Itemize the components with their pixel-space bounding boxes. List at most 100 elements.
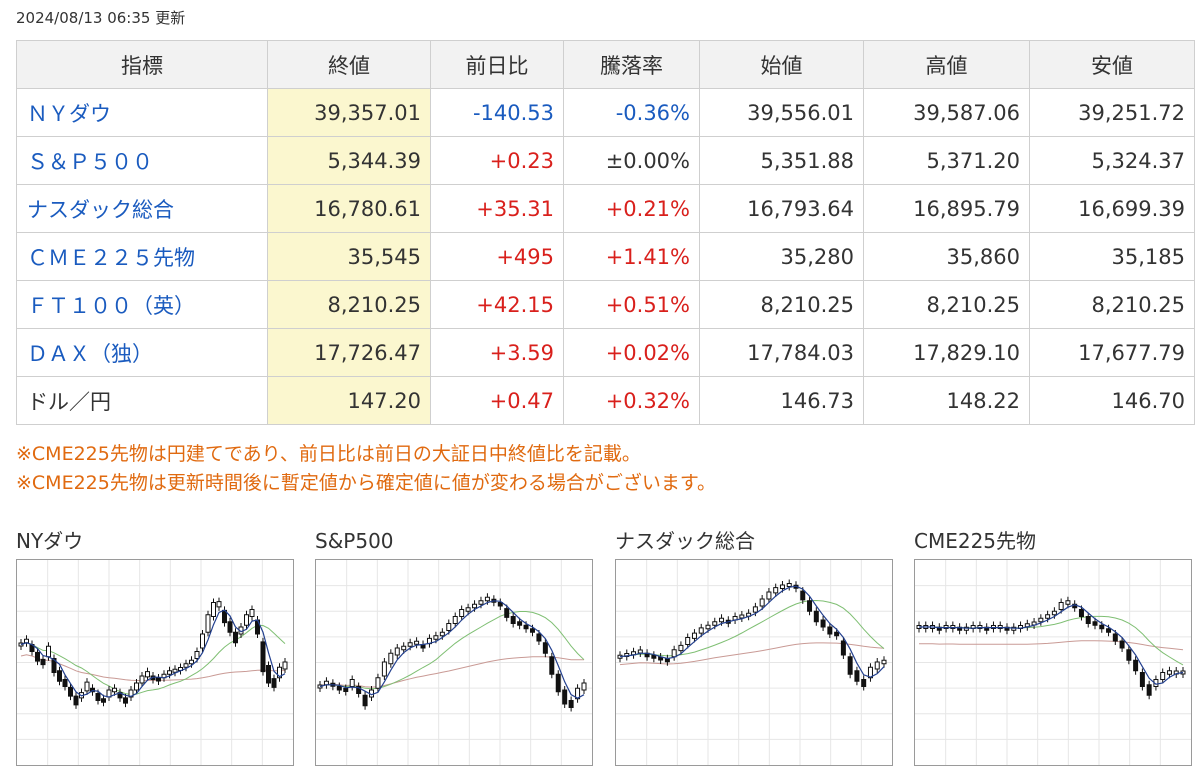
indicator-name[interactable]: ＣＭＥ２２５先物 <box>16 232 268 281</box>
indicator-name[interactable]: ＦＴ１００（英） <box>16 280 268 329</box>
candle-body <box>407 642 413 647</box>
candle-body <box>233 631 238 644</box>
updated-timestamp: 2024/08/13 06:35 更新 <box>16 9 186 27</box>
candle-body <box>1166 670 1172 675</box>
header-open: 始値 <box>699 40 864 89</box>
indicator-name[interactable]: ナスダック総合 <box>16 184 268 233</box>
candle-body <box>266 665 271 684</box>
chart-area <box>615 559 893 766</box>
indicator-name: ドル／円 <box>16 376 268 425</box>
candle-body <box>529 628 535 633</box>
table-row: Ｓ＆Ｐ５００ 5,344.39 +0.23 ±0.00% 5,351.88 5,371.2… <box>16 136 1195 185</box>
change-value: +495 <box>430 232 564 281</box>
candle-body <box>712 621 718 626</box>
candle-body <box>861 679 867 687</box>
candle-body <box>881 659 887 665</box>
close-value: 8,210.25 <box>267 280 431 329</box>
chart-svg <box>616 560 892 765</box>
candle-body <box>145 671 150 678</box>
candle-body <box>1085 616 1091 624</box>
candle-body <box>766 591 772 600</box>
candle-body <box>200 633 205 649</box>
mini-chart[interactable]: S&P500 <box>315 528 593 766</box>
close-value: 5,344.39 <box>267 136 431 185</box>
rate-value: -0.36% <box>563 88 700 137</box>
ma-short-line <box>619 585 885 678</box>
candle-body <box>1099 624 1105 630</box>
candle-body <box>536 633 542 642</box>
candle-body <box>1092 621 1098 626</box>
candle-body <box>51 658 57 673</box>
chart-svg <box>915 560 1191 765</box>
ma-mid-line <box>619 599 885 658</box>
candle-body <box>388 652 394 665</box>
candle-body <box>46 645 51 658</box>
candle-body <box>497 602 503 607</box>
candle-body <box>271 678 277 688</box>
candle-body <box>549 656 555 675</box>
candle-body <box>854 670 860 682</box>
low-value: 8,210.25 <box>1029 280 1195 329</box>
high-value: 8,210.25 <box>863 280 1030 329</box>
candle-body <box>73 695 79 706</box>
candle-body <box>84 681 90 692</box>
candle-body <box>40 658 46 666</box>
candle-body <box>820 619 826 628</box>
candle-body <box>779 584 785 589</box>
candle-body <box>568 700 574 708</box>
indicator-name[interactable]: ＮＹダウ <box>16 88 268 137</box>
candle-body <box>555 673 561 693</box>
close-value: 16,780.61 <box>267 184 431 233</box>
candle-body <box>244 614 249 626</box>
candle-body <box>813 610 819 623</box>
open-value: 16,793.64 <box>699 184 864 233</box>
ma-long-line <box>919 640 1184 651</box>
chart-svg <box>316 560 592 765</box>
note-line: ※CME225先物は更新時間後に暫定値から確定値に値が変わる場合がございます。 <box>16 472 716 494</box>
candle-body <box>227 621 233 633</box>
chart-area <box>914 559 1192 766</box>
low-value: 5,324.37 <box>1029 136 1195 185</box>
mini-chart[interactable]: CME225先物 <box>914 528 1192 766</box>
candle-body <box>827 626 833 635</box>
candle-body <box>414 640 420 645</box>
high-value: 17,829.10 <box>863 328 1030 377</box>
table-row: ＤＡＸ（独） 17,726.47 +3.59 +0.02% 17,784.03 17,82… <box>16 328 1195 377</box>
ma-long-line <box>319 656 584 688</box>
candle-body <box>183 663 189 668</box>
indicator-name[interactable]: Ｓ＆Ｐ５００ <box>16 136 268 185</box>
candle-body <box>705 624 711 630</box>
candle-body <box>167 670 172 675</box>
candle-body <box>562 689 568 705</box>
chart-area <box>315 559 593 766</box>
table-header-row: 指標 終値 前日比 騰落率 始値 高値 安値 <box>16 40 1195 89</box>
close-value: 35,545 <box>267 232 431 281</box>
candle-body <box>834 631 840 637</box>
candle-body <box>504 608 510 618</box>
header-close: 終値 <box>267 40 431 89</box>
candle-body <box>1038 617 1044 623</box>
table-row: ＮＹダウ 39,357.01 -140.53 -0.36% 39,556.01 39,58… <box>16 88 1195 137</box>
table-row: ナスダック総合 16,780.61 +35.31 +0.21% 16,793.64 16,… <box>16 184 1195 233</box>
candle-body <box>484 596 490 602</box>
high-value: 39,587.06 <box>863 88 1030 137</box>
candle-body <box>1160 672 1166 680</box>
low-value: 35,185 <box>1029 232 1195 281</box>
candle-body <box>95 693 101 701</box>
indicator-name[interactable]: ＤＡＸ（独） <box>16 328 268 377</box>
candle-body <box>517 621 523 626</box>
mini-chart[interactable]: NYダウ <box>16 528 294 766</box>
ma-short-line <box>919 604 1184 685</box>
candle-body <box>874 661 880 670</box>
header-low: 安値 <box>1029 40 1195 89</box>
candle-body <box>101 698 106 703</box>
candle-body <box>139 675 145 684</box>
chart-title: S&P500 <box>315 529 394 553</box>
rate-value: +0.51% <box>563 280 700 329</box>
change-value: +42.15 <box>430 280 564 329</box>
candle-body <box>472 603 478 609</box>
candle-body <box>786 583 792 587</box>
note-line: ※CME225先物は円建てであり、前日比は前日の大証日中終値比を記載。 <box>16 443 641 465</box>
mini-chart[interactable]: ナスダック総合 <box>615 528 893 766</box>
candle-body <box>542 642 548 654</box>
